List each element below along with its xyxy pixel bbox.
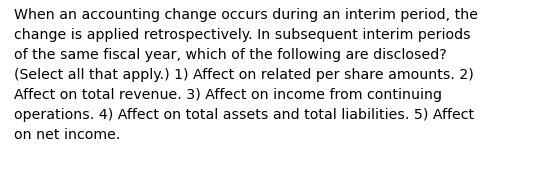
Text: When an accounting change occurs during an interim period, the
change is applied: When an accounting change occurs during … (14, 8, 478, 142)
